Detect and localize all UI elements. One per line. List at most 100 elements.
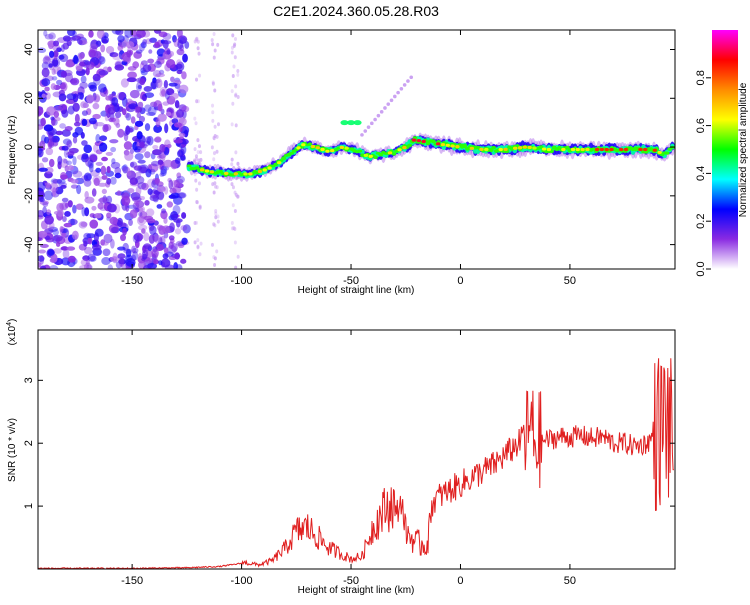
spectrogram-noise-blob [38,230,48,238]
spectrogram-core-mark [527,145,532,150]
spectrogram-noise-blob [38,181,46,192]
spectrogram-core-mark [199,168,205,172]
spectrogram-noise-blob [135,30,146,38]
spectrogram-noise-blob [106,165,111,174]
spectrogram-noise-blob [48,226,59,232]
spectrogram-faint-streak [396,90,400,95]
spectrogram-x-tick-label: -100 [231,275,253,287]
spectrogram-streak-blob [231,74,235,79]
spectrogram-noise-blob [72,30,77,37]
spectrogram-noise-blob [178,84,189,94]
spectrogram-noise-blob [164,47,171,55]
spectrogram-noise-blob [97,202,104,210]
spectrogram-noise-blob [101,188,107,195]
spectrogram-streak-blob [234,265,238,269]
spectrogram-noise-blob [137,85,142,90]
spectrogram-noise-blob [78,53,85,60]
spectrogram-noise-blob [107,107,116,115]
spectrogram-noise-blob [144,257,153,264]
spectrogram-streak-blob [211,118,215,123]
spectrogram-panel: -150 -100 -50 0 50 -40 -20 0 20 40 Height of str… [7,29,676,296]
spectrogram-noise-blob [154,177,160,185]
spectrogram-noise-blob [60,70,68,78]
spectrogram-noise-blob [127,188,135,194]
spectrogram-noise-blob [41,78,51,87]
spectrogram-noise-blob [136,112,141,119]
spectrogram-noise-blob [83,240,88,247]
spectrogram-noise-blob [118,256,125,267]
spectrogram-noise-blob [93,143,99,153]
colorbar-tick-label: 0.4 [695,166,707,181]
spectrogram-noise-blob [83,60,92,66]
spectrogram-streak-blob [211,103,215,108]
spectrogram-ridge-mark [491,145,497,150]
spectrogram-streak-blob [194,37,198,42]
spectrogram-noise-blob [58,54,65,60]
spectrogram-noise-blob [80,101,87,109]
spectrogram-noise-blob [117,91,126,101]
spectrogram-noise-blob [137,253,143,261]
spectrogram-noise-blob [56,79,63,86]
spectrogram-noise-blob [56,178,66,185]
spectrogram-streak-blob [233,227,237,232]
spectrogram-noise-blob [149,80,159,90]
spectrogram-noise-blob [175,63,183,70]
spectrogram-noise-blob [80,258,89,266]
spectrogram-noise-blob [44,182,51,188]
spectrogram-noise-blob [105,95,111,101]
spectrogram-noise-blob [52,138,59,147]
spectrogram-ridge-mark [538,145,544,149]
spectrogram-noise-blob [127,71,138,79]
spectrogram-noise-blob [91,188,97,197]
spectrogram-streak-blob [234,36,238,41]
spectrogram-ridge-mark [307,142,313,146]
spectrogram-streak-blob [232,43,236,48]
spectrogram-noise-blob [156,204,163,209]
spectrogram-noise-blob [79,81,88,89]
spectrogram-noise-blob [110,161,121,169]
spectrogram-noise-blob [122,164,129,174]
spectrogram-streak-blob [199,241,203,246]
spectrogram-streak-blob [231,101,235,106]
spectrogram-noise-blob [87,253,96,262]
spectrogram-noise-blob [164,123,169,134]
spectrogram-noise-blob [147,188,153,195]
spectrogram-noise-blob [184,41,190,49]
spectrogram-noise-blob [70,184,78,189]
spectrogram-streak-blob [234,192,238,197]
spectrogram-noise-blob [98,142,108,152]
spectrogram-noise-blob [70,179,79,184]
spectrogram-noise-blob [148,49,153,54]
spectrogram-noise-blob [60,184,67,189]
spectrogram-noise-blob [162,253,169,260]
spectrogram-streak-blob [212,157,216,162]
spectrogram-core-mark [224,171,229,175]
spectrogram-faint-streak [360,133,364,137]
spectrogram-noise-blob [85,61,95,70]
spectrogram-noise-blob [109,216,118,225]
spectrogram-streak-blob [214,215,218,220]
spectrogram-noise-blob [51,68,56,75]
spectrogram-noise-blob [137,159,146,164]
spectrogram-streak-blob [193,39,197,44]
spectrogram-noise-blob [139,195,146,201]
snr-x-tick-label: -50 [343,575,359,587]
spectrogram-noise-blob [129,89,140,99]
spectrogram-noise-blob [139,164,149,174]
spectrogram-noise-blob [169,222,175,233]
spectrogram-noise-blob [44,92,51,100]
spectrogram-noise-blob [147,58,155,64]
spectrogram-noise-blob [139,141,145,148]
spectrogram-noise-blob [137,164,147,174]
spectrogram-noise-blob [47,140,53,150]
spectrogram-noise-blob [100,165,107,176]
spectrogram-faint-streak [389,98,394,103]
spectrogram-noise-blob [176,172,182,179]
spectrogram-core-mark [204,169,210,173]
snr-x-tick-label: 0 [457,575,463,587]
spectrogram-streak-blob [236,69,240,74]
spectrogram-noise-blob [181,237,188,245]
spectrogram-secondary-mark [340,120,349,126]
spectrogram-core-mark [498,147,503,152]
spectrogram-noise-blob [48,140,55,149]
